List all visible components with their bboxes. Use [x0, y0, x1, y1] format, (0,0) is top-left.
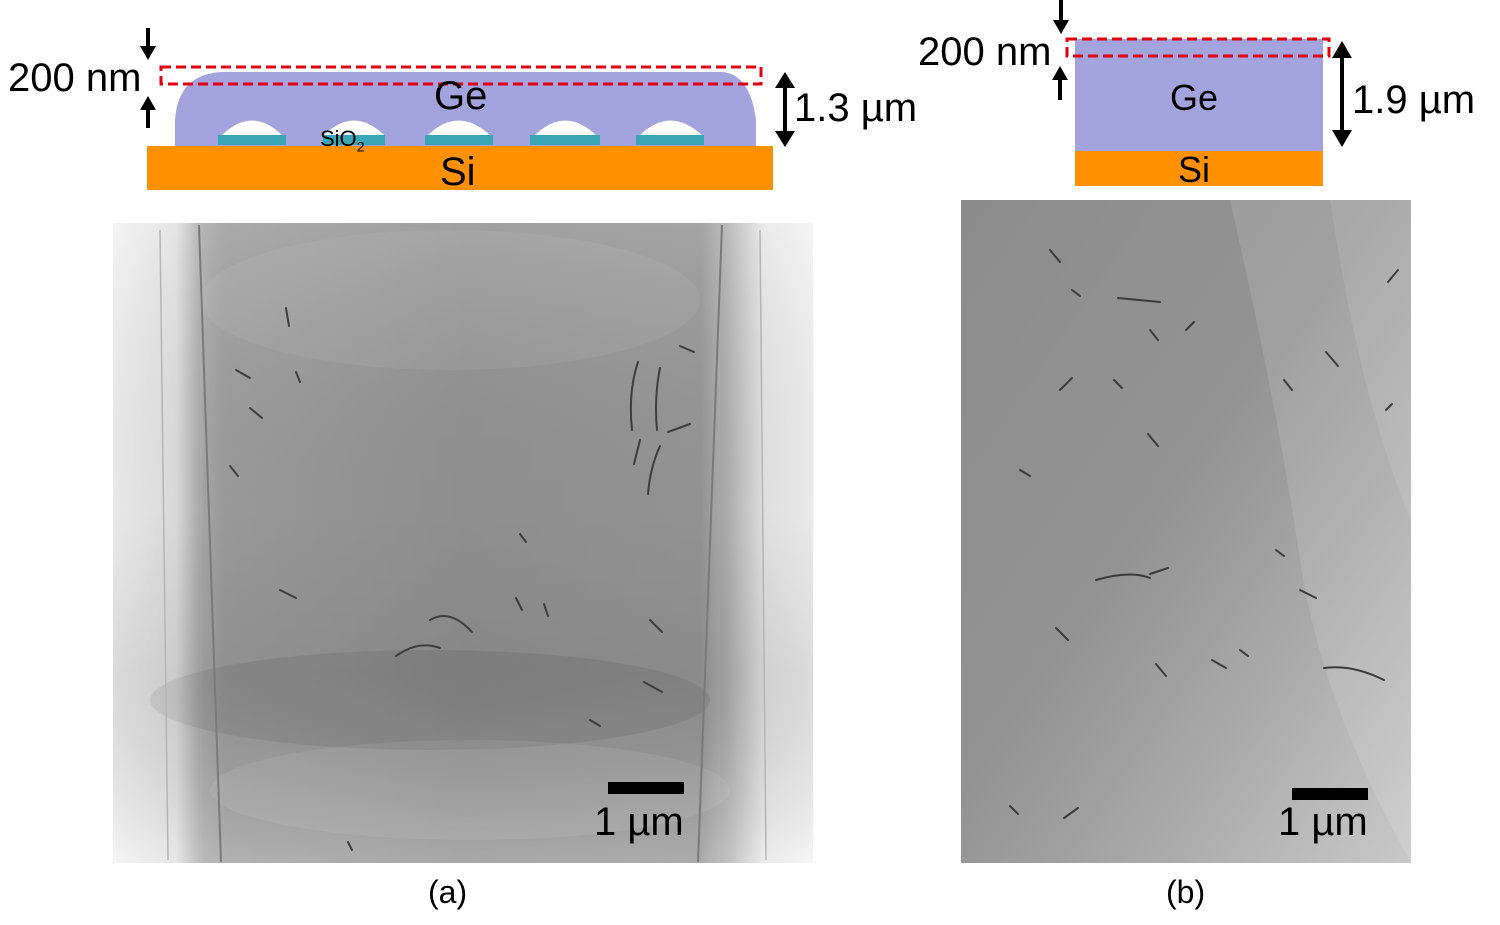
- sio2-subscript: 2: [356, 138, 365, 155]
- tem-image-a: [113, 223, 813, 863]
- top-thickness-label-a: 200 nm: [8, 56, 142, 100]
- ge-layer-a: [175, 72, 756, 146]
- si-label-b: Si: [1178, 149, 1211, 190]
- si-substrate-a: [147, 146, 773, 190]
- sio2-pads: [218, 120, 704, 145]
- scale-bar-a: [608, 782, 684, 794]
- total-thickness-arrow-a: [775, 72, 795, 147]
- scale-bar-label-a: 1 µm: [594, 800, 684, 844]
- total-thickness-label-a: 1.3 µm: [794, 86, 918, 130]
- scale-bar-b: [1292, 788, 1368, 800]
- top-thickness-arrows-b: [1052, 0, 1069, 100]
- si-substrate-b: [1075, 151, 1323, 186]
- panel-label-b: (b): [1166, 874, 1206, 910]
- ge-label-b: Ge: [1170, 77, 1219, 118]
- sio2-text: SiO: [320, 126, 357, 151]
- top-200nm-region-a: [159, 65, 763, 86]
- sio2-label: SiO2: [320, 126, 365, 155]
- si-label-a: Si: [440, 150, 476, 194]
- tem-image-b: [961, 200, 1411, 863]
- top-200nm-region-b: [1065, 37, 1331, 58]
- panel-label-a: (a): [428, 874, 468, 910]
- total-thickness-label-b: 1.9 µm: [1352, 78, 1476, 122]
- ge-layer-b: [1075, 39, 1323, 151]
- ge-label-a: Ge: [434, 74, 488, 118]
- top-thickness-label-b: 200 nm: [918, 30, 1052, 74]
- total-thickness-arrow-b: [1332, 41, 1352, 147]
- scale-bar-label-b: 1 µm: [1278, 800, 1368, 844]
- top-thickness-arrows-a: [140, 28, 156, 128]
